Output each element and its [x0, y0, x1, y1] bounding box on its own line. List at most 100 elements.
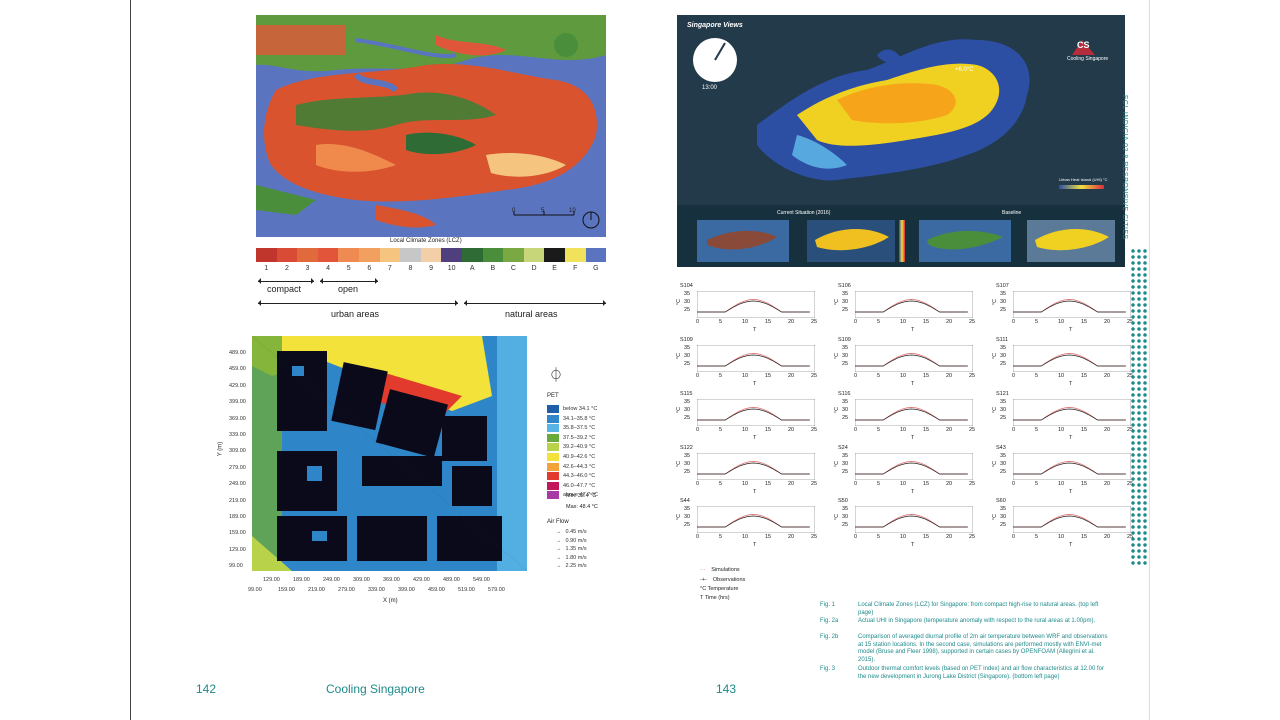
station-y-tick: 35	[684, 453, 691, 459]
airflow-item: → 1.80 m/s	[556, 555, 587, 561]
x-tick: 489.00	[443, 577, 460, 583]
cs-logo: CS	[1077, 40, 1090, 50]
station-x-tick: 0	[854, 427, 858, 433]
station-plot	[854, 398, 975, 429]
lcz-swatch	[317, 248, 339, 262]
station-x-tick: 10	[742, 319, 749, 325]
station-y-tick: 30	[684, 514, 691, 520]
station-y-tick: 35	[684, 506, 691, 512]
airflow-arrow-icon: →	[556, 546, 562, 552]
x-tick: 459.00	[428, 587, 445, 593]
current-situation-label: Current Situation (2016)	[777, 210, 831, 216]
station-plot	[1012, 344, 1133, 375]
station-x-tick: 15	[765, 481, 772, 487]
y-tick: 429.00	[229, 382, 246, 389]
station-x-tick: 15	[1081, 427, 1088, 433]
station-x-tick: 15	[923, 427, 930, 433]
pet-swatch	[547, 443, 559, 452]
station-y-tick: 25	[842, 469, 849, 475]
legend-sim: - - Simulations	[700, 567, 740, 573]
station-label: S60	[996, 498, 1006, 504]
station-x-tick: 25	[969, 373, 976, 379]
station-x-tick: 15	[1081, 373, 1088, 379]
scale-label: 0	[512, 208, 516, 214]
y-tick: 459.00	[229, 366, 246, 373]
station-y-tick: 25	[684, 522, 691, 528]
station-x-tick: 5	[1035, 427, 1039, 433]
station-plot	[696, 398, 817, 429]
station-x-tick: 15	[1081, 319, 1088, 325]
pet-swatch	[547, 433, 559, 442]
lcz-code: 9	[429, 265, 433, 272]
caption-fig-label: Fig. 2b	[820, 634, 839, 640]
pet-label: 44.3–46.0 °C	[563, 473, 596, 480]
pet-swatch	[547, 405, 559, 413]
lcz-swatch	[276, 248, 298, 262]
station-y-tick: 25	[1000, 361, 1007, 367]
y-tick: 489.00	[229, 350, 246, 356]
baseline-label: Baseline	[1002, 210, 1022, 216]
station-x-tick: 0	[1012, 373, 1016, 379]
station-x-tick: 5	[877, 534, 881, 540]
station-y-axis: °C	[992, 460, 999, 468]
station-x-axis: T	[911, 327, 915, 333]
lcz-map-image: 0 5 10	[256, 15, 606, 237]
station-x-tick: 15	[923, 319, 930, 325]
station-plot	[696, 452, 817, 483]
running-title: Cooling Singapore	[326, 682, 425, 696]
compass-icon: ⏀	[549, 367, 563, 383]
station-y-tick: 30	[842, 461, 849, 467]
station-y-axis: °C	[992, 352, 999, 360]
y-tick: 129.00	[229, 546, 246, 553]
lcz-code: 8	[408, 265, 413, 272]
station-x-tick: 10	[1058, 427, 1065, 433]
station-x-tick: 20	[788, 427, 795, 433]
station-x-tick: 15	[1081, 481, 1088, 487]
pet-simulation-map	[252, 336, 527, 571]
lcz-swatch	[482, 248, 504, 262]
station-x-tick: 5	[1035, 534, 1039, 540]
station-x-tick: 0	[854, 481, 858, 487]
lcz-color-bar	[256, 248, 607, 262]
station-x-tick: 20	[1104, 319, 1111, 325]
clock-time: 13:00	[702, 85, 718, 91]
station-y-axis: °C	[834, 406, 841, 414]
lcz-swatch	[523, 248, 545, 262]
station-y-tick: 30	[842, 299, 849, 305]
lcz-code: 7	[387, 265, 392, 272]
side-running-text: FCL INDICIA 02 8 RESPONSIVE CITIES	[1121, 95, 1128, 240]
pet-swatch	[547, 481, 559, 490]
station-plot	[696, 344, 817, 375]
station-x-axis: T	[1069, 542, 1073, 548]
airflow-item: → 0.45 m/s	[556, 529, 587, 535]
airflow-label: 1.80 m/s	[565, 554, 587, 561]
pet-label: 40.9–42.6 °C	[563, 454, 596, 460]
station-y-tick: 35	[842, 399, 849, 405]
station-x-tick: 10	[1058, 373, 1065, 379]
airflow-item: → 1.35 m/s	[556, 546, 587, 552]
station-y-axis: °C	[992, 513, 999, 521]
lcz-swatch	[256, 248, 277, 262]
station-x-tick: 10	[1058, 319, 1065, 325]
station-x-tick: 10	[900, 427, 907, 433]
station-y-tick: 30	[842, 353, 849, 359]
station-label: S107	[996, 283, 1009, 289]
legend-obs: -+- Observations	[700, 577, 746, 583]
station-y-tick: 25	[842, 522, 849, 528]
station-y-tick: 30	[1000, 514, 1007, 520]
open-arrow	[320, 278, 378, 284]
station-y-tick: 35	[1000, 399, 1007, 405]
station-plot	[854, 452, 975, 483]
y-tick: 219.00	[229, 497, 246, 504]
y-tick: 369.00	[229, 415, 246, 422]
x-tick: 129.00	[263, 577, 280, 583]
station-x-tick: 0	[854, 373, 858, 379]
station-x-tick: 0	[854, 534, 858, 540]
station-y-tick: 35	[842, 345, 849, 351]
pet-label: 35.8–37.5 °C	[563, 425, 596, 432]
station-y-axis: °C	[992, 298, 999, 306]
station-x-tick: 0	[696, 481, 700, 487]
station-x-tick: 20	[788, 319, 795, 325]
station-x-tick: 0	[696, 319, 700, 325]
pet-title: PET	[547, 393, 559, 399]
